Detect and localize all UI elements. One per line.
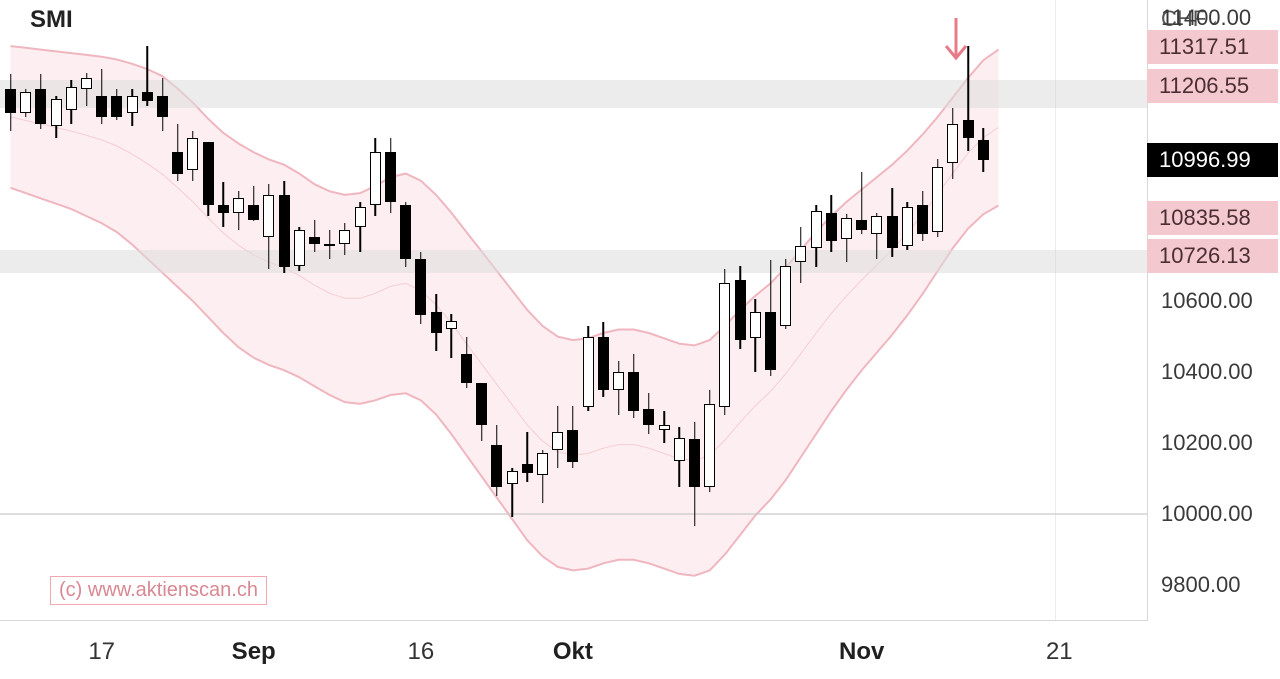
- candle: [385, 0, 396, 620]
- x-axis-tick: 17: [88, 638, 115, 666]
- candle: [963, 0, 974, 620]
- candle: [248, 0, 259, 620]
- candle: [780, 0, 791, 620]
- y-axis-tick: 10200.00: [1161, 430, 1253, 456]
- x-axis-tick: 21: [1046, 638, 1073, 666]
- candle: [324, 0, 335, 620]
- y-axis-tick: 9800.00: [1161, 572, 1241, 598]
- candle: [917, 0, 928, 620]
- candle: [461, 0, 472, 620]
- x-axis-tick: Okt: [553, 638, 593, 666]
- candle: [339, 0, 350, 620]
- price-tag: 10726.13: [1147, 239, 1278, 273]
- candle: [765, 0, 776, 620]
- candle: [172, 0, 183, 620]
- candle: [218, 0, 229, 620]
- candle: [856, 0, 867, 620]
- candle: [400, 0, 411, 620]
- candle: [81, 0, 92, 620]
- candle: [446, 0, 457, 620]
- candle: [871, 0, 882, 620]
- candle: [826, 0, 837, 620]
- candle: [415, 0, 426, 620]
- x-axis: 17 Sep 16 Okt Nov 21: [0, 620, 1147, 679]
- candle: [279, 0, 290, 620]
- candle: [902, 0, 913, 620]
- x-axis-tick: 16: [408, 638, 435, 666]
- y-axis-tick: 11400.00: [1161, 5, 1251, 31]
- price-tag: 10835.58: [1147, 201, 1278, 235]
- candle: [263, 0, 274, 620]
- ticker-symbol: SMI: [30, 6, 73, 34]
- candle: [750, 0, 761, 620]
- candle: [476, 0, 487, 620]
- candle: [932, 0, 943, 620]
- watermark: (c) www.aktienscan.ch: [50, 576, 267, 605]
- candle: [704, 0, 715, 620]
- candle: [111, 0, 122, 620]
- candle: [552, 0, 563, 620]
- candle: [537, 0, 548, 620]
- candle: [96, 0, 107, 620]
- candle: [51, 0, 62, 620]
- candle: [689, 0, 700, 620]
- candle: [735, 0, 746, 620]
- down-arrow-icon: [956, 18, 996, 78]
- candle: [370, 0, 381, 620]
- candle: [142, 0, 153, 620]
- price-tag: 11317.51: [1147, 30, 1278, 64]
- candle: [978, 0, 989, 620]
- candle: [203, 0, 214, 620]
- candle: [431, 0, 442, 620]
- candle: [507, 0, 518, 620]
- candle: [66, 0, 77, 620]
- candle: [887, 0, 898, 620]
- x-axis-tick: Nov: [839, 638, 884, 666]
- chart-right-edge: [1055, 0, 1056, 620]
- y-axis: CHF⌄ 11400.0010600.0010400.0010200.00100…: [1147, 0, 1280, 620]
- candle: [719, 0, 730, 620]
- y-axis-tick: 10600.00: [1161, 288, 1253, 314]
- candle: [598, 0, 609, 620]
- candle: [583, 0, 594, 620]
- candle: [567, 0, 578, 620]
- candle: [643, 0, 654, 620]
- candle: [355, 0, 366, 620]
- candle: [309, 0, 320, 620]
- price-tag: 11206.55: [1147, 69, 1278, 103]
- y-axis-tick: 10000.00: [1161, 501, 1253, 527]
- candle: [233, 0, 244, 620]
- candle: [20, 0, 31, 620]
- candle: [127, 0, 138, 620]
- candle: [187, 0, 198, 620]
- price-chart[interactable]: SMI (c) www.aktienscan.ch: [0, 0, 1148, 621]
- candle: [674, 0, 685, 620]
- candle: [613, 0, 624, 620]
- candle: [841, 0, 852, 620]
- candle: [35, 0, 46, 620]
- candle: [947, 0, 958, 620]
- candle: [628, 0, 639, 620]
- candle: [522, 0, 533, 620]
- x-axis-tick: Sep: [232, 638, 276, 666]
- candle: [5, 0, 16, 620]
- candle: [157, 0, 168, 620]
- candle: [811, 0, 822, 620]
- candle: [659, 0, 670, 620]
- y-axis-tick: 10400.00: [1161, 359, 1253, 385]
- price-tag: 10996.99: [1147, 143, 1278, 177]
- candle: [294, 0, 305, 620]
- candle: [795, 0, 806, 620]
- candle: [491, 0, 502, 620]
